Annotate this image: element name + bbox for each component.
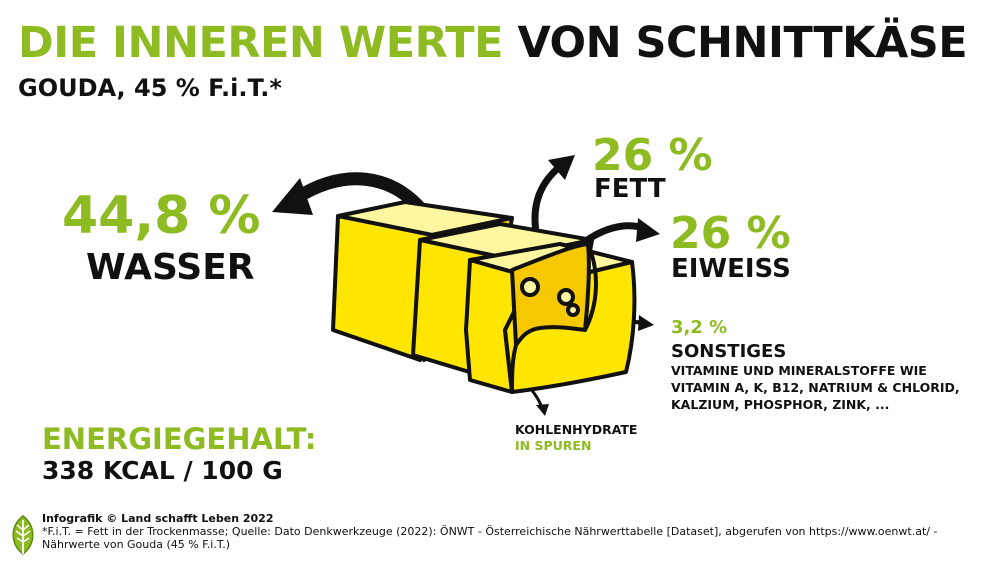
footer-credit: Infografik © Land schafft Leben 2022 — [42, 512, 274, 525]
sonstiges-detail-line: KALZIUM, PHOSPHOR, ZINK, ... — [671, 397, 890, 412]
energy-label: ENERGIEGEHALT: — [42, 422, 317, 456]
wasser-label: WASSER — [86, 247, 255, 288]
wasser-percent: 44,8 % — [62, 186, 261, 246]
sonstiges-detail-line: VITAMIN A, K, B12, NATRIUM & CHLORID, — [671, 380, 960, 395]
page-title: DIE INNEREN WERTE VON SCHNITTKÄSE — [18, 22, 968, 65]
kohlenhydrate-block: KOHLENHYDRATE IN SPUREN — [515, 422, 637, 454]
sonstiges-details: VITAMINE UND MINERALSTOFFE WIE VITAMIN A… — [671, 362, 960, 413]
arrow-icon-fett — [531, 155, 575, 236]
title-highlight: DIE INNEREN WERTE — [18, 18, 504, 68]
eiweiss-label: EIWEISS — [671, 254, 791, 284]
kohlenhydrate-note: IN SPUREN — [515, 438, 592, 453]
eiweiss-percent: 26 % — [670, 208, 791, 259]
fett-percent: 26 % — [592, 130, 713, 181]
arrow-icon-wasser — [272, 172, 427, 215]
footer: Infografik © Land schafft Leben 2022 *F.… — [42, 512, 982, 551]
sonstiges-detail-line: VITAMINE UND MINERALSTOFFE WIE — [671, 363, 927, 378]
footer-source-line: *F.i.T. = Fett in der Trockenmasse; Quel… — [42, 525, 938, 538]
sonstiges-percent: 3,2 % — [671, 317, 728, 338]
cheese-slice-3 — [464, 242, 637, 394]
leaf-logo-icon — [12, 515, 34, 555]
page-subtitle: GOUDA, 45 % F.i.T.* — [18, 74, 282, 102]
energy-value: 338 KCAL / 100 G — [42, 456, 283, 485]
fett-label: FETT — [594, 174, 666, 204]
footer-source-line: Nährwerte von Gouda (45 % F.i.T.) — [42, 538, 231, 551]
sonstiges-label: SONSTIGES — [671, 341, 787, 362]
arrow-icon-kohlenhydrate — [528, 386, 549, 416]
kohlenhydrate-label: KOHLENHYDRATE — [515, 422, 638, 437]
title-rest: VON SCHNITTKÄSE — [517, 18, 968, 68]
